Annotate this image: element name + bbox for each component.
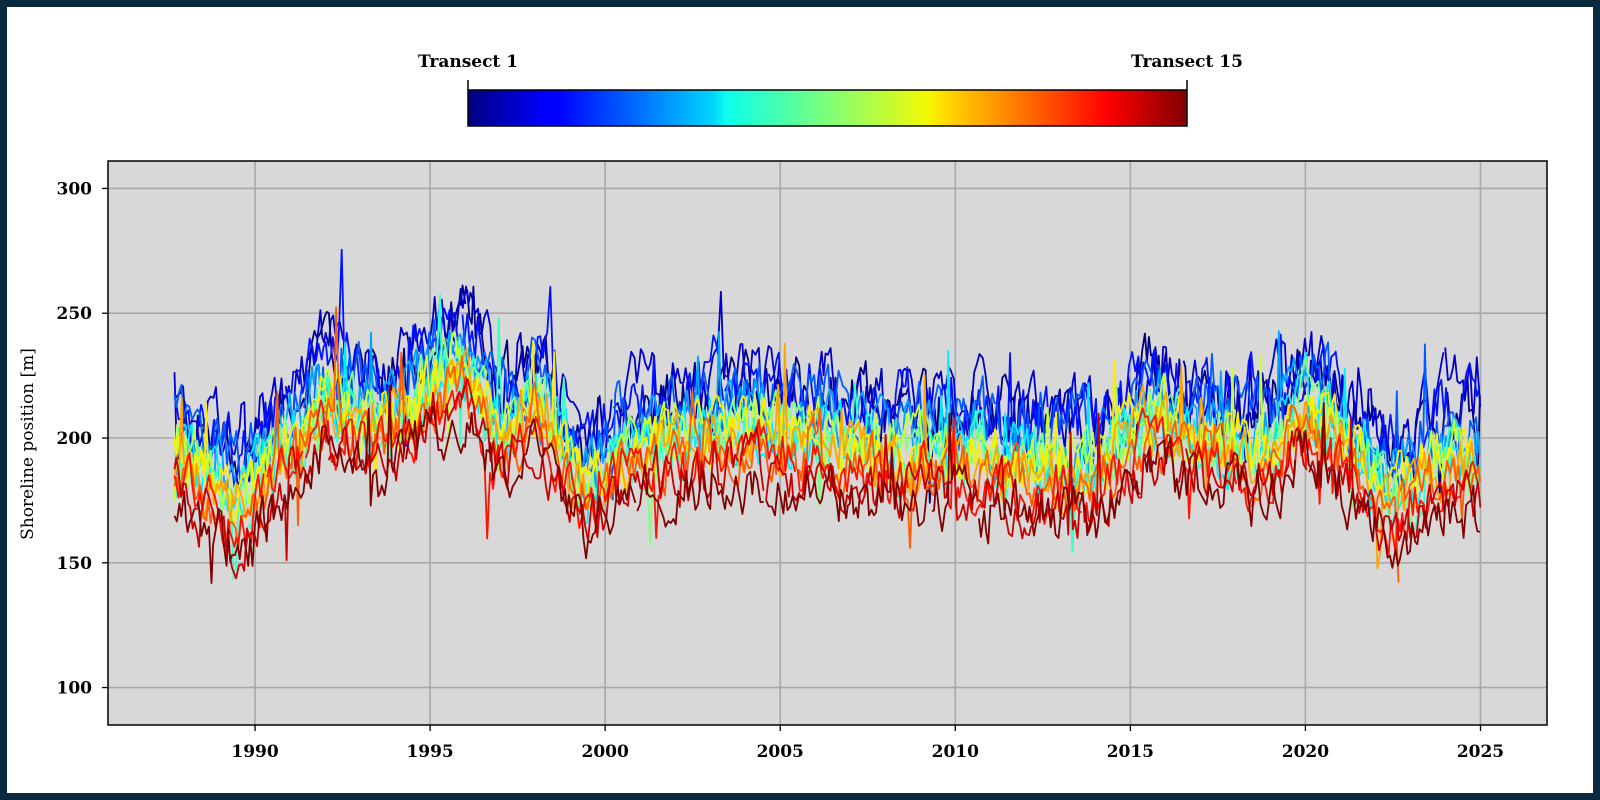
y-tick-label-250: 250	[57, 304, 93, 324]
figure: Transect 1 Transect 15 1990 1995 2000 2005 2…	[7, 7, 1593, 793]
x-tick-label-2000: 2000	[582, 742, 629, 762]
x-tick-label-2010: 2010	[932, 742, 979, 762]
plot-frame	[107, 160, 1548, 726]
x-tick-label-2020: 2020	[1282, 742, 1329, 762]
series-line-transect-15	[173, 384, 1481, 584]
grid	[108, 161, 1547, 725]
series-line-transect-12	[173, 306, 1481, 583]
shoreline-chart: Transect 1 Transect 15 1990 1995 2000 2005 2…	[18, 52, 1548, 762]
colorbar-label-min: Transect 1	[418, 52, 518, 72]
x-tick-label-2025: 2025	[1457, 742, 1504, 762]
colorbar: Transect 1 Transect 15	[418, 52, 1243, 127]
y-axis-label: Shoreline position [m]	[18, 348, 38, 540]
colorbar-gradient	[467, 89, 1188, 127]
x-tick-label-2005: 2005	[757, 742, 804, 762]
series-line-transect-14	[173, 378, 1482, 580]
y-tick-label-200: 200	[57, 429, 93, 449]
y-tick-label-300: 300	[57, 179, 93, 199]
series-lines	[173, 248, 1482, 584]
y-tick-label-100: 100	[57, 679, 93, 699]
y-axis: 100 150 200 250 300	[57, 179, 108, 699]
y-tick-label-150: 150	[57, 554, 93, 574]
x-tick-label-2015: 2015	[1107, 742, 1154, 762]
colorbar-label-max: Transect 15	[1131, 52, 1243, 72]
x-tick-label-1995: 1995	[406, 742, 453, 762]
x-tick-label-1990: 1990	[231, 742, 278, 762]
x-axis: 1990 1995 2000 2005 2010 2015 2020 2025	[231, 725, 1504, 762]
